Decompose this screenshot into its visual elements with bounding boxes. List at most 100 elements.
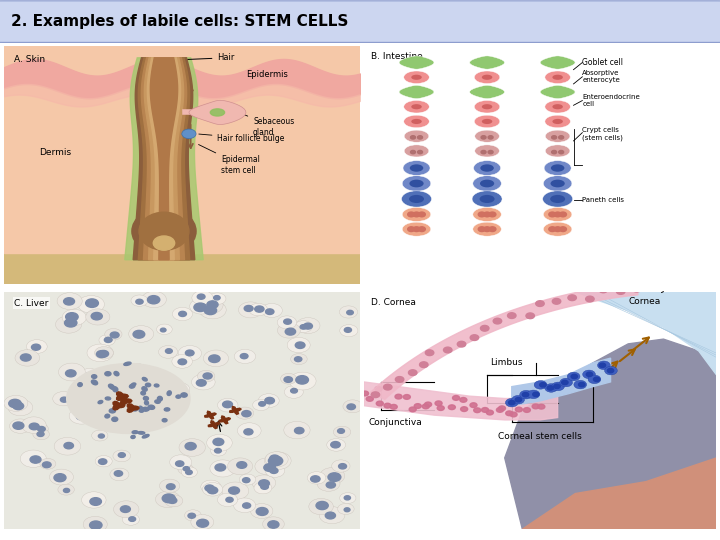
Ellipse shape	[473, 222, 501, 236]
Circle shape	[99, 350, 109, 357]
Text: Limbus: Limbus	[490, 359, 523, 367]
Circle shape	[552, 299, 561, 304]
Circle shape	[253, 400, 269, 410]
Circle shape	[291, 354, 307, 364]
Circle shape	[413, 212, 420, 217]
Polygon shape	[469, 85, 505, 99]
Polygon shape	[523, 458, 716, 529]
Circle shape	[244, 429, 253, 435]
Ellipse shape	[473, 207, 501, 221]
Circle shape	[96, 350, 107, 357]
Circle shape	[30, 423, 39, 430]
Circle shape	[408, 227, 415, 232]
Circle shape	[493, 318, 502, 324]
Polygon shape	[512, 358, 611, 406]
Circle shape	[264, 464, 276, 471]
Circle shape	[9, 419, 31, 433]
Circle shape	[588, 375, 600, 383]
Circle shape	[414, 403, 421, 408]
Circle shape	[309, 498, 333, 515]
Circle shape	[343, 400, 362, 413]
Circle shape	[162, 494, 175, 503]
Circle shape	[258, 402, 266, 406]
Polygon shape	[150, 58, 178, 260]
Polygon shape	[133, 58, 195, 260]
Circle shape	[130, 364, 147, 375]
Circle shape	[185, 443, 196, 450]
Text: Dermis: Dermis	[40, 148, 71, 157]
Circle shape	[426, 350, 434, 355]
Ellipse shape	[410, 164, 423, 172]
Ellipse shape	[155, 400, 161, 403]
Circle shape	[74, 384, 100, 402]
Circle shape	[534, 381, 547, 389]
Circle shape	[86, 373, 93, 378]
Polygon shape	[138, 58, 189, 260]
Circle shape	[251, 503, 273, 518]
Circle shape	[422, 404, 429, 409]
Polygon shape	[399, 56, 434, 69]
Circle shape	[136, 299, 143, 304]
Ellipse shape	[545, 100, 570, 113]
FancyBboxPatch shape	[0, 1, 720, 42]
Circle shape	[554, 212, 561, 217]
Ellipse shape	[544, 222, 572, 236]
Circle shape	[258, 394, 279, 408]
Text: D. Cornea: D. Cornea	[371, 298, 415, 307]
Circle shape	[284, 319, 292, 324]
Circle shape	[320, 468, 345, 484]
Circle shape	[408, 212, 415, 217]
Circle shape	[40, 458, 56, 469]
Circle shape	[105, 328, 122, 340]
Circle shape	[90, 498, 102, 505]
Circle shape	[13, 402, 24, 410]
Ellipse shape	[210, 109, 225, 116]
Ellipse shape	[105, 372, 111, 376]
Circle shape	[585, 296, 594, 302]
Polygon shape	[230, 407, 241, 414]
Circle shape	[294, 357, 302, 362]
Ellipse shape	[411, 119, 422, 124]
Ellipse shape	[148, 405, 155, 409]
Polygon shape	[189, 100, 246, 125]
Circle shape	[166, 349, 172, 353]
Circle shape	[158, 346, 178, 358]
Circle shape	[270, 455, 279, 461]
Circle shape	[327, 438, 346, 451]
Ellipse shape	[482, 104, 492, 109]
Circle shape	[156, 491, 180, 508]
Polygon shape	[219, 416, 230, 424]
Circle shape	[549, 212, 556, 217]
Ellipse shape	[113, 387, 118, 392]
Circle shape	[478, 212, 485, 217]
Circle shape	[316, 502, 328, 510]
Circle shape	[82, 388, 92, 395]
Circle shape	[338, 464, 346, 469]
Circle shape	[81, 368, 98, 380]
Ellipse shape	[545, 145, 570, 157]
Polygon shape	[148, 58, 181, 260]
Polygon shape	[208, 421, 220, 429]
Ellipse shape	[552, 104, 563, 109]
Text: Goblet cell: Goblet cell	[582, 58, 624, 67]
Ellipse shape	[167, 391, 171, 395]
Circle shape	[172, 307, 192, 321]
Circle shape	[118, 453, 125, 457]
Circle shape	[418, 136, 423, 139]
Circle shape	[64, 442, 73, 449]
Circle shape	[37, 432, 44, 436]
Circle shape	[277, 323, 300, 338]
Circle shape	[266, 309, 274, 314]
Circle shape	[42, 462, 51, 468]
Circle shape	[13, 422, 24, 429]
Circle shape	[197, 296, 223, 314]
Circle shape	[103, 418, 111, 424]
Circle shape	[340, 325, 358, 336]
Circle shape	[605, 366, 617, 375]
Circle shape	[207, 434, 233, 451]
Ellipse shape	[91, 380, 98, 385]
Circle shape	[258, 480, 269, 487]
Circle shape	[197, 380, 206, 386]
Circle shape	[347, 404, 356, 410]
Ellipse shape	[474, 100, 500, 113]
